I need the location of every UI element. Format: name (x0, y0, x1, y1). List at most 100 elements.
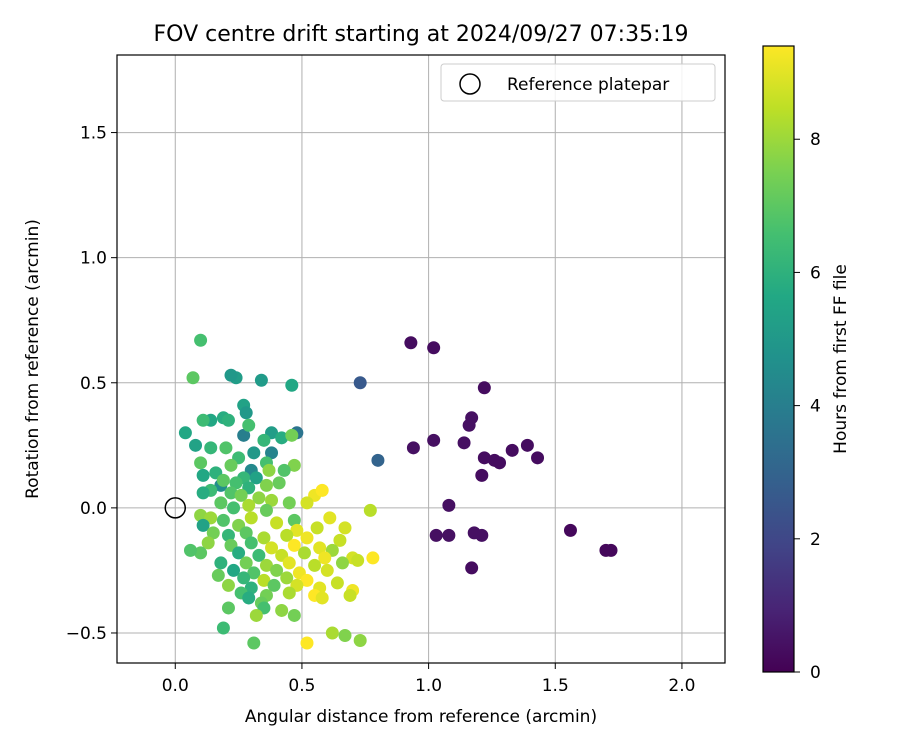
data-point (475, 468, 489, 482)
data-point (237, 428, 251, 442)
data-point (300, 573, 314, 587)
data-point (257, 573, 271, 587)
data-point (287, 513, 301, 527)
data-point (259, 478, 273, 492)
data-point (194, 508, 208, 522)
plot-frame (116, 54, 726, 664)
grid (117, 55, 725, 663)
data-point (320, 563, 334, 577)
colorbar-label: Hours from first FF file (831, 264, 851, 454)
data-point (265, 446, 279, 460)
data-point (363, 503, 377, 517)
data-point (285, 378, 299, 392)
data-point (196, 518, 210, 532)
data-point (247, 566, 261, 580)
data-point (285, 428, 299, 442)
data-point (237, 571, 251, 585)
data-point (330, 576, 344, 590)
data-point (214, 556, 228, 570)
data-point (219, 441, 233, 455)
data-point (287, 538, 301, 552)
data-point (232, 546, 246, 560)
data-point (475, 528, 489, 542)
data-point (351, 553, 365, 567)
data-point (244, 536, 258, 550)
data-point (247, 636, 261, 650)
x-tick-label: 0.0 (162, 676, 189, 696)
data-point (247, 446, 261, 460)
data-point (227, 563, 241, 577)
data-point (406, 441, 420, 455)
colorbar-ticks: 0 2 4 6 8 (794, 130, 821, 683)
data-point (221, 578, 235, 592)
data-point (282, 586, 296, 600)
data-point (335, 556, 349, 570)
data-point (204, 441, 218, 455)
data-point (257, 531, 271, 545)
data-point (270, 516, 284, 530)
data-point (257, 433, 271, 447)
legend-box (440, 63, 716, 102)
data-point (315, 591, 329, 605)
data-point (254, 373, 268, 387)
data-point (442, 528, 456, 542)
y-tick-label: 0.5 (80, 374, 107, 394)
data-point (442, 498, 456, 512)
data-point (429, 528, 443, 542)
data-point (196, 413, 210, 427)
data-point (196, 468, 210, 482)
colorbar-gradient (762, 45, 795, 673)
data-point (313, 541, 327, 555)
data-point (229, 476, 243, 490)
data-point (300, 496, 314, 510)
x-tick-label: 2.0 (668, 676, 695, 696)
data-point (520, 438, 534, 452)
data-point (353, 633, 367, 647)
y-tick-label: 1.0 (80, 249, 107, 269)
x-tick-label: 1.0 (415, 676, 442, 696)
data-point (505, 443, 519, 457)
data-point (323, 511, 337, 525)
data-point (457, 436, 471, 450)
reference-platepar-marker (164, 497, 187, 519)
data-point (371, 453, 385, 467)
data-point (300, 531, 314, 545)
data-point (221, 413, 235, 427)
data-point (249, 608, 263, 622)
x-axis-ticks: 0.0 0.5 1.0 1.5 2.0 (162, 663, 695, 696)
colorbar-tick-label: 2 (810, 530, 821, 550)
data-point (194, 546, 208, 560)
data-point (196, 486, 210, 500)
data-point (310, 521, 324, 535)
data-point (265, 493, 279, 507)
data-point (206, 526, 220, 540)
y-tick-label: 1.5 (80, 124, 107, 144)
data-point (201, 536, 215, 550)
data-point (214, 496, 228, 510)
y-axis-label: Rotation from reference (arcmin) (23, 219, 43, 499)
chart-title: FOV centre drift starting at 2024/09/27 … (154, 22, 689, 47)
y-axis-ticks: −0.5 0.0 0.5 1.0 1.5 (66, 124, 117, 644)
data-point (194, 333, 208, 347)
data-point (224, 368, 238, 382)
data-point (178, 426, 192, 440)
data-point (300, 636, 314, 650)
data-point (308, 558, 322, 572)
data-point (290, 523, 304, 537)
data-point (224, 486, 238, 500)
data-point (221, 601, 235, 615)
data-point (267, 578, 281, 592)
data-point (259, 503, 273, 517)
data-point (604, 543, 618, 557)
x-axis-label: Angular distance from reference (arcmin) (245, 707, 597, 727)
data-point (272, 476, 286, 490)
colorbar-tick-label: 4 (810, 397, 821, 417)
data-point (275, 431, 289, 445)
data-point (531, 451, 545, 465)
legend: Reference platepar (440, 63, 716, 102)
data-point (325, 626, 339, 640)
data-point (242, 498, 256, 512)
data-point (234, 488, 248, 502)
data-point (216, 621, 230, 635)
data-point (493, 456, 507, 470)
